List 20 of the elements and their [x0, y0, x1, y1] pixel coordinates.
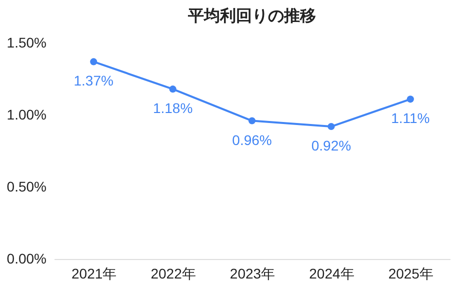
point [328, 122, 335, 130]
chart-title: 平均利回りの推移 [187, 7, 316, 25]
text: 0.96% [232, 132, 272, 148]
text: 0.92% [311, 138, 352, 154]
text: 1.11% [391, 110, 430, 126]
x-tick-label: 2025年 [388, 266, 434, 282]
x-tick-label: 2021年 [72, 266, 117, 282]
y-tick-label: 1.50% [6, 34, 46, 50]
point [169, 86, 176, 93]
point [90, 58, 98, 66]
y-tick-label: 1.00% [6, 106, 46, 122]
text: 1.18% [152, 100, 193, 116]
y-tick-label: 0.00% [6, 250, 46, 266]
x-tick-label: 2024年 [309, 266, 354, 282]
point [406, 96, 414, 103]
y-tick-label: 0.50% [6, 178, 46, 194]
point [248, 117, 256, 124]
text: 1.37% [74, 72, 114, 89]
x-tick-label: 2023年 [230, 266, 276, 282]
x-tick-label: 2022年 [150, 266, 196, 282]
